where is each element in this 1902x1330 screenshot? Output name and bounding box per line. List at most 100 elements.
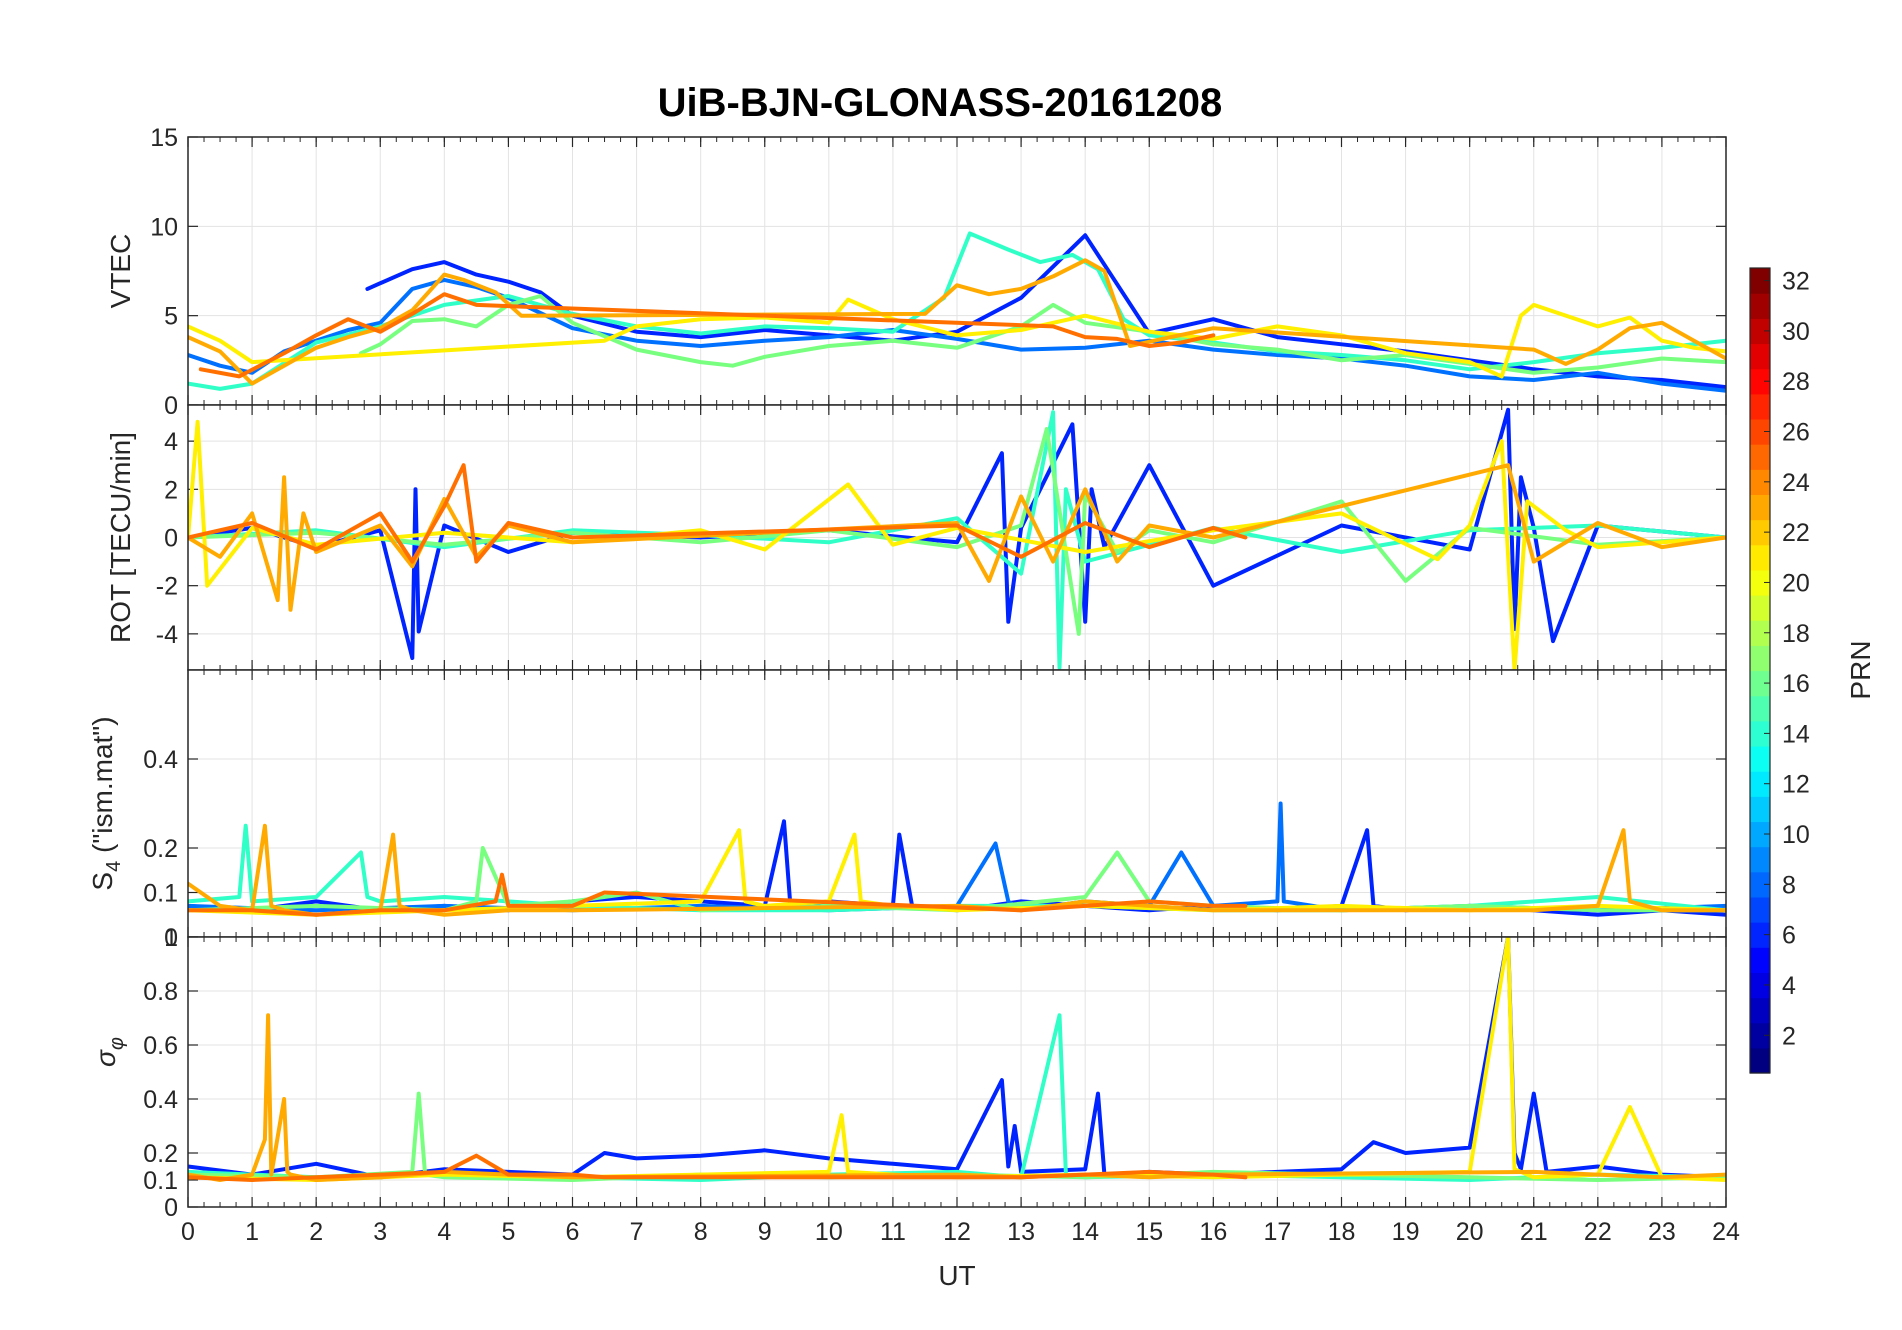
y-axis-label: ROT [TECU/min] [105,432,136,643]
colorbar-tick-label: 12 [1782,771,1810,799]
x-tick-label: 0 [181,1218,195,1246]
colorbar-tick-label: 6 [1782,922,1796,950]
colorbar-tick-label: 16 [1782,670,1810,698]
y-tick-label: 5 [164,303,178,331]
x-tick-label: 21 [1520,1218,1548,1246]
y-tick-label: 0 [164,924,178,952]
colorbar-segment [1750,821,1770,848]
colorbar-segment [1750,796,1770,823]
y-tick-label: 0.1 [143,880,178,908]
x-tick-label: 16 [1199,1218,1227,1246]
x-tick-label: 8 [694,1218,708,1246]
y-tick-label: 1 [164,924,178,952]
x-tick-label: 5 [501,1218,515,1246]
series-line-prn-24 [188,872,1248,917]
colorbar-segment [1750,871,1770,898]
colorbar-segment [1750,343,1770,370]
x-tick-label: 19 [1392,1218,1420,1246]
panel-s4: 0 0.1 0.2 0.4 S4 ("ism.mat") [87,669,1727,952]
y-tick-label: 0.8 [143,978,178,1006]
x-tick-label: 12 [943,1218,971,1246]
series-line-prn-3 [188,407,1726,660]
colorbar-label: PRN [1845,640,1876,699]
y-tick-label: 0.2 [143,835,178,863]
x-tick-label: 20 [1456,1218,1484,1246]
colorbar-tick-label: 26 [1782,419,1810,447]
x-tick-label: 23 [1648,1218,1676,1246]
colorbar-tick-label: 8 [1782,871,1796,899]
colorbar-segment [1750,922,1770,948]
colorbar-segment [1750,695,1770,722]
y-axis-label: VTEC [105,234,136,309]
colorbar-segment [1750,1047,1770,1074]
y-tick-label: 2 [164,476,178,504]
colorbar-segment [1750,670,1770,697]
colorbar-segment [1750,1022,1770,1049]
colorbar-segment [1750,494,1770,521]
series-group [188,801,1726,917]
y-tick-label: 0 [164,1194,178,1222]
y-tick-label: 10 [150,213,178,241]
x-tick-label: 6 [566,1218,580,1246]
panel-vtec: 0 5 10 15 VTEC [105,124,1727,420]
colorbar-tick-label: 22 [1782,519,1810,547]
x-tick-label: 2 [309,1218,323,1246]
x-tick-label: 11 [880,1218,906,1246]
series-group [188,937,1726,1182]
series-line-prn-24 [198,292,1216,379]
colorbar-segment [1750,444,1770,470]
series-line-prn-16 [188,427,1726,636]
y-tick-label: 0.4 [143,746,178,774]
colorbar-segment [1750,318,1770,345]
series-line-prn-24 [188,1153,1248,1182]
x-tick-label: 13 [1007,1218,1035,1246]
y-tick-label: -4 [156,621,178,649]
colorbar-segment [1750,595,1770,621]
colorbar-tick-label: 14 [1782,720,1810,748]
colorbar-segment [1750,620,1770,646]
x-tick-label: 22 [1584,1218,1612,1246]
colorbar-segment [1750,997,1770,1024]
y-tick-label: 0 [164,392,178,420]
x-tick-label: 7 [630,1218,644,1246]
colorbar-tick-label: 30 [1782,318,1810,346]
colorbar-tick-label: 28 [1782,368,1810,396]
y-tick-label: 0.2 [143,1140,178,1168]
colorbar-segment [1750,393,1770,420]
x-tick-label: 9 [758,1218,772,1246]
series-line-prn-22 [188,823,1726,917]
colorbar-segment [1750,293,1770,319]
y-tick-label: 0.1 [143,1167,178,1195]
y-tick-label: 0.4 [143,1086,178,1114]
colorbar-segment [1750,368,1770,395]
colorbar-tick-label: 4 [1782,972,1796,1000]
colorbar-segment [1750,771,1770,797]
colorbar-segment [1750,745,1770,772]
series-line-prn-8 [188,277,1726,393]
x-axis-label: UT [938,1260,975,1291]
colorbar-frame [1749,267,1771,1074]
colorbar-segment [1750,469,1770,496]
colorbar-segment [1750,418,1770,445]
colorbar-tick-label: 18 [1782,620,1810,648]
y-tick-label: 0.6 [143,1032,178,1060]
x-tick-label: 3 [373,1218,387,1246]
y-tick-label: -2 [156,573,178,601]
x-tick-label: 24 [1712,1218,1740,1246]
y-axis-label: σφ [90,1037,128,1067]
colorbar-segment [1750,569,1770,596]
colorbar-segment [1750,896,1770,923]
colorbar-tick-label: 2 [1782,1022,1796,1050]
colorbar-segment [1750,544,1770,571]
colorbar-tick-label: 24 [1782,469,1810,497]
x-tick-label: 18 [1328,1218,1356,1246]
colorbar-segment [1750,268,1770,294]
y-axis-label: S4 ("ism.mat") [87,716,125,890]
series-line-prn-22 [188,463,1726,612]
panel-rot: -4 -2 0 2 4 ROT [TECU/min] [105,404,1727,671]
colorbar-tick-label: 10 [1782,821,1810,849]
series-group [188,407,1726,670]
